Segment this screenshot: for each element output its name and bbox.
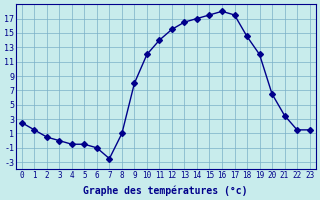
X-axis label: Graphe des températures (°c): Graphe des températures (°c) bbox=[84, 185, 248, 196]
